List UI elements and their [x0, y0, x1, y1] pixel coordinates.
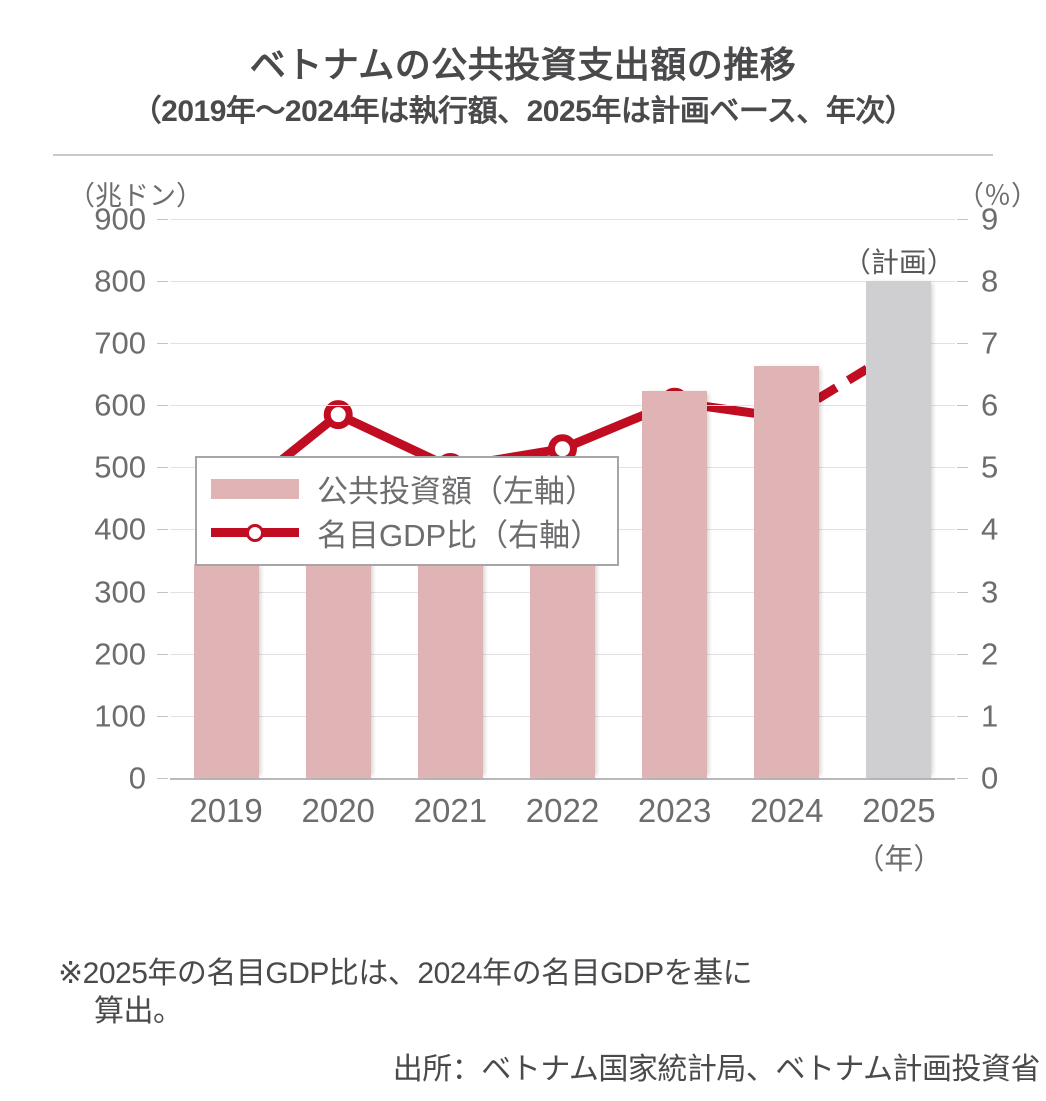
left-axis-tick-label: 300	[94, 574, 146, 610]
left-axis-tick	[157, 405, 168, 407]
right-axis-tick	[957, 777, 968, 779]
source-line: 出所：ベトナム国家統計局、ベトナム計画投資省	[392, 1052, 1041, 1086]
x-axis-label-2021: 2021	[413, 791, 488, 829]
bar-2024[interactable]	[754, 366, 820, 778]
gridline	[170, 281, 955, 282]
right-axis-tick-label: 3	[981, 574, 999, 610]
legend-item-gdp-ratio[interactable]: 名目GDP比（右軸）	[211, 511, 601, 555]
left-axis-unit: （兆ドン）	[68, 180, 203, 211]
x-axis-label-2020: 2020	[301, 791, 375, 829]
left-axis-tick	[157, 653, 168, 655]
right-axis-tick	[957, 343, 968, 345]
footnote-line-2: 算出。	[94, 995, 183, 1029]
chart-area: （兆ドン） （％） 0 0 100 1 200 2 300 3 400 4 500 5 600 6 700 7…	[0, 156, 1046, 876]
bar-2025[interactable]	[866, 281, 932, 778]
right-axis-tick	[957, 591, 968, 593]
bar-swatch-icon	[211, 478, 299, 499]
left-axis-tick	[157, 281, 168, 282]
left-axis-tick	[157, 777, 168, 779]
legend-label-line: 名目GDP比（右軸）	[317, 518, 602, 554]
left-axis-tick-label: 700	[94, 325, 146, 361]
chart-subtitle: （2019年～2024年は執行額、2025年は計画ベース、年次）	[131, 95, 915, 129]
right-axis-tick-label: 1	[981, 698, 999, 734]
bar-2023[interactable]	[642, 390, 708, 778]
right-axis-tick	[957, 218, 968, 220]
right-axis-tick-label: 4	[981, 511, 999, 547]
line-marker-2020[interactable]	[323, 400, 353, 430]
left-axis-tick-label: 400	[94, 511, 146, 547]
left-axis-tick	[157, 218, 168, 220]
right-axis-tick-label: 5	[981, 449, 999, 485]
right-axis-tick	[957, 467, 968, 469]
gridline	[170, 405, 955, 407]
bar-2019[interactable]	[193, 563, 259, 778]
left-axis-tick-label: 100	[94, 698, 146, 734]
left-axis-tick	[157, 591, 168, 593]
right-axis-unit: （％）	[957, 180, 1038, 211]
plan-annotation: （計画）	[842, 247, 955, 278]
chart-footer: ※2025年の名目GDP比は、2024年の名目GDPを基に 算出。 出所：ベトナ…	[0, 955, 1046, 1088]
x-axis-label-2019: 2019	[189, 791, 263, 829]
header-divider	[53, 153, 993, 156]
left-axis-tick	[157, 715, 168, 717]
right-axis-tick-label: 6	[981, 387, 999, 423]
left-axis-tick-label: 200	[94, 636, 146, 672]
left-axis-tick	[157, 529, 168, 531]
left-axis-tick-label: 800	[94, 263, 146, 299]
right-axis-tick-label: 0	[981, 760, 999, 796]
right-axis-tick	[957, 715, 968, 717]
x-axis-unit: （年）	[855, 843, 943, 876]
line-marker-swatch-icon	[211, 522, 299, 544]
left-axis-tick-label: 500	[94, 449, 146, 485]
chart-header: ベトナムの公共投資支出額の推移 （2019年～2024年は執行額、2025年は計…	[0, 0, 1046, 156]
footnote: ※2025年の名目GDP比は、2024年の名目GDPを基に 算出。	[0, 955, 1046, 1032]
gridline	[170, 343, 955, 345]
right-axis-tick	[957, 281, 968, 282]
x-axis-label-2025: 2025	[862, 791, 936, 829]
page-title: ベトナムの公共投資支出額の推移	[249, 44, 797, 85]
x-axis-label-2024: 2024	[750, 791, 824, 829]
x-axis-label-2022: 2022	[525, 791, 600, 829]
right-axis-tick-label: 8	[981, 263, 999, 299]
legend-item-public-investment[interactable]: 公共投資額（左軸）	[211, 467, 601, 511]
left-axis-tick	[157, 343, 168, 345]
legend-label-bar: 公共投資額（左軸）	[317, 474, 596, 510]
left-axis-tick-label: 900	[94, 201, 146, 237]
left-axis-tick-label: 0	[128, 760, 146, 796]
right-axis-tick-label: 2	[981, 636, 999, 672]
right-axis-tick	[957, 529, 968, 531]
gridline	[170, 218, 955, 220]
axis-baseline	[170, 777, 955, 780]
right-axis-tick-label: 7	[981, 325, 999, 361]
x-axis-label-2023: 2023	[637, 791, 712, 829]
left-axis-tick	[157, 467, 168, 469]
footnote-line-1: ※2025年の名目GDP比は、2024年の名目GDPを基に	[58, 957, 753, 990]
right-axis-tick	[957, 653, 968, 655]
right-axis-tick-label: 9	[981, 201, 999, 237]
left-axis-tick-label: 600	[94, 387, 146, 423]
right-axis-tick	[957, 405, 968, 407]
chart-legend: 公共投資額（左軸） 名目GDP比（右軸）	[195, 455, 620, 566]
